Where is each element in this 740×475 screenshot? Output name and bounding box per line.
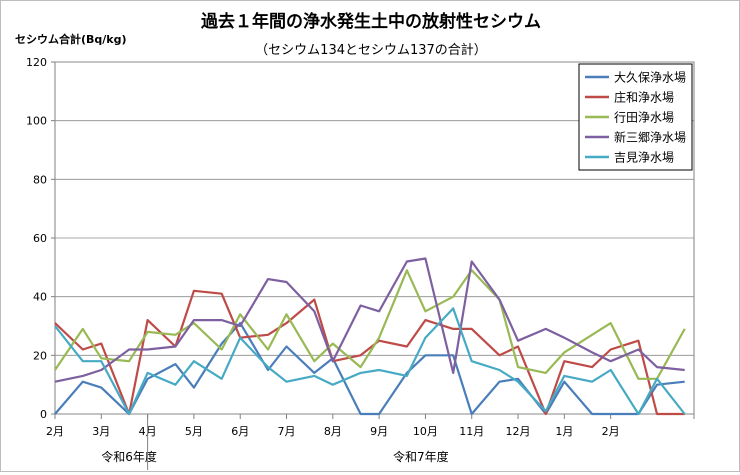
fiscal-year-label: 令和6年度 bbox=[101, 449, 157, 464]
x-tick-label: 12月 bbox=[506, 425, 531, 438]
x-tick-label: 2月 bbox=[46, 425, 64, 438]
chart-title: 過去１年間の浄水発生土中の放射性セシウム bbox=[201, 11, 541, 32]
y-axis-label: セシウム合計(Bq/kg) bbox=[15, 32, 127, 46]
legend-label: 新三郷浄水場 bbox=[614, 130, 686, 145]
y-tick-label: 120 bbox=[26, 56, 47, 69]
legend-label: 大久保浄水場 bbox=[614, 71, 686, 85]
x-tick-label: 10月 bbox=[413, 425, 438, 438]
y-tick-label: 80 bbox=[33, 173, 47, 186]
x-tick-label: 11月 bbox=[459, 425, 484, 438]
x-tick-label: 7月 bbox=[278, 425, 296, 438]
x-tick-label: 2月 bbox=[602, 425, 620, 438]
series-line-4 bbox=[54, 257, 685, 383]
legend-label: 庄和浄水場 bbox=[614, 90, 674, 105]
series-line-5 bbox=[54, 307, 686, 416]
series-line-3 bbox=[54, 269, 686, 380]
x-tick-label: 9月 bbox=[370, 425, 388, 438]
x-tick-label: 6月 bbox=[231, 425, 249, 438]
y-tick-label: 100 bbox=[26, 115, 47, 128]
y-tick-label: 60 bbox=[33, 232, 47, 245]
legend-label: 行田浄水場 bbox=[614, 111, 674, 125]
series-layer bbox=[54, 257, 686, 416]
series-line-1 bbox=[54, 322, 685, 416]
fiscal-year-label: 令和7年度 bbox=[393, 449, 449, 464]
y-tick-label: 0 bbox=[40, 408, 47, 421]
x-tick-label: 8月 bbox=[324, 425, 342, 438]
x-tick-label: 1月 bbox=[555, 425, 573, 438]
x-tick-label: 3月 bbox=[92, 425, 110, 438]
y-tick-label: 40 bbox=[33, 291, 47, 304]
y-tick-label: 20 bbox=[33, 349, 47, 362]
x-tick-label: 5月 bbox=[185, 425, 203, 438]
legend-label: 吉見浄水場 bbox=[614, 151, 674, 165]
chart-subtitle: （セシウム134とセシウム137の合計） bbox=[255, 42, 487, 58]
